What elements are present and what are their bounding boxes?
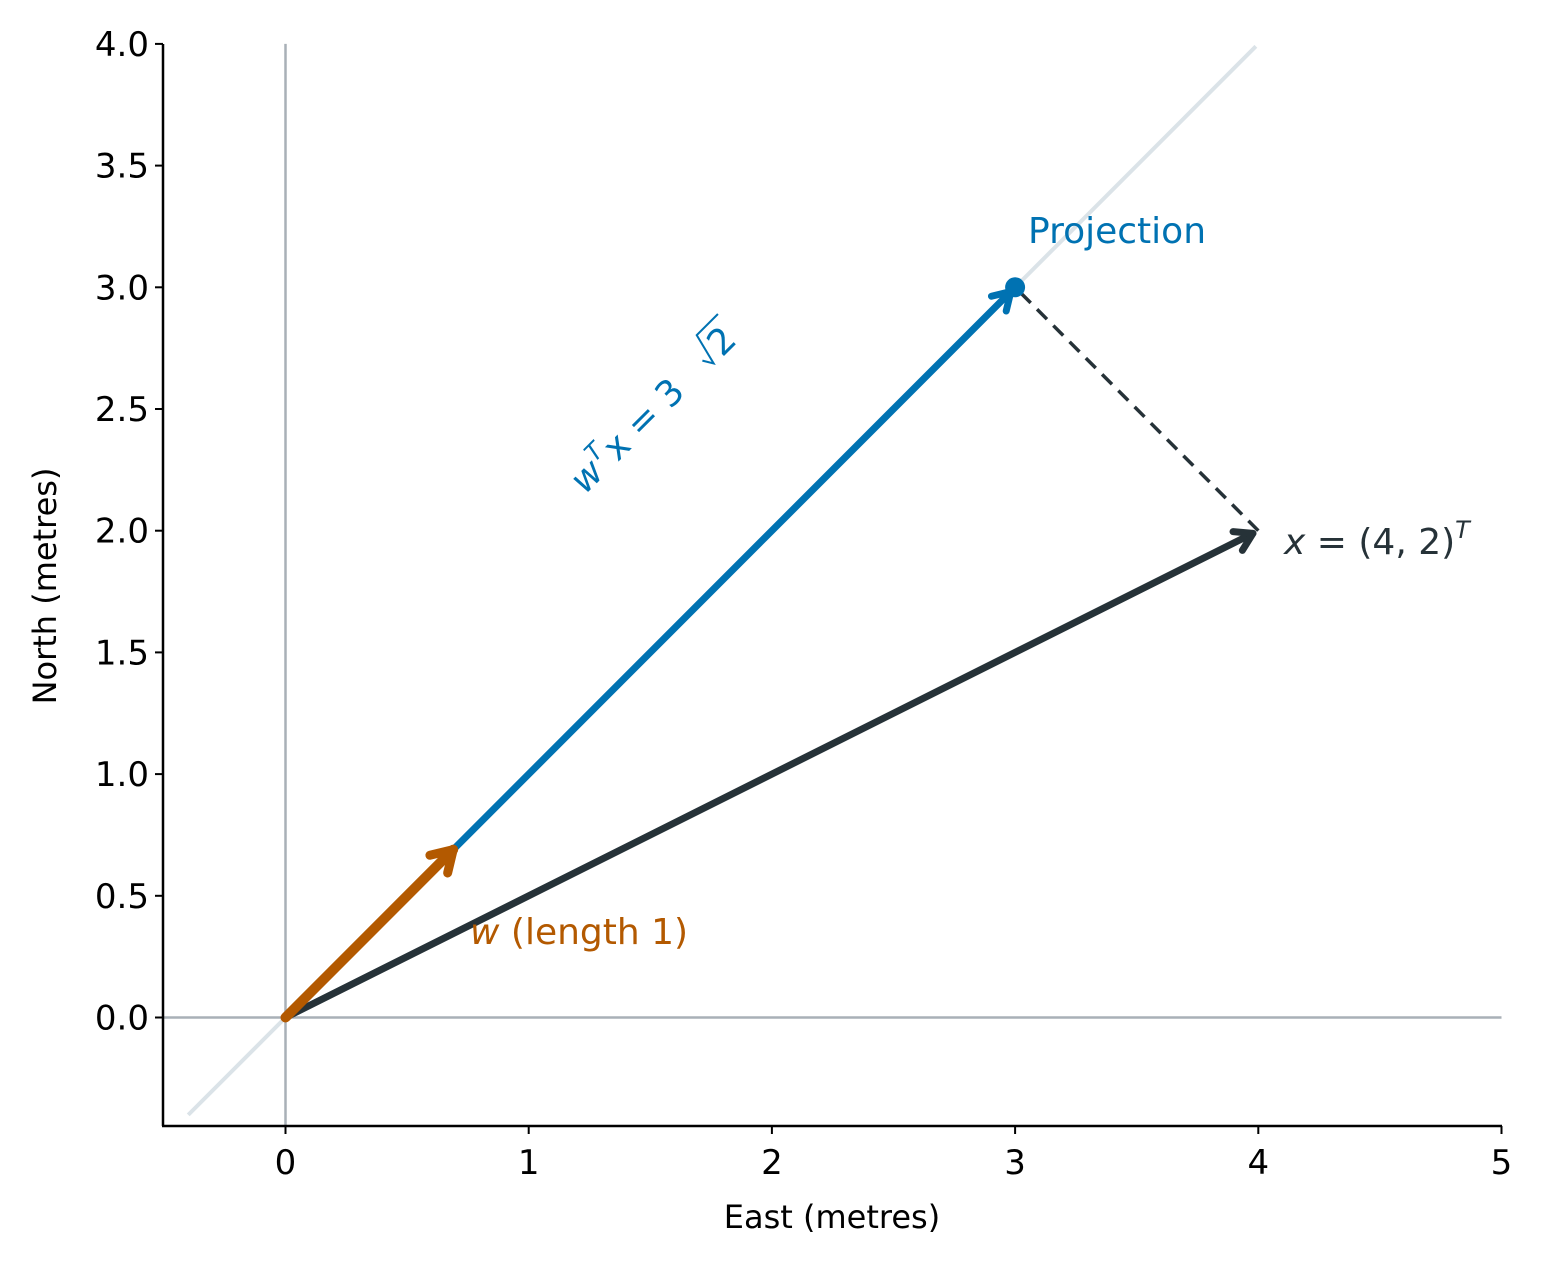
y-tick-label: 0.5 — [95, 877, 149, 917]
x-label: x = (4, 2)T — [1283, 516, 1472, 563]
vector-w — [280, 844, 459, 1023]
w-label: w (length 1) — [470, 912, 688, 953]
x-tick-label: 4 — [1247, 1143, 1269, 1183]
vector-w-arrowhead — [425, 845, 458, 878]
y-axis-ticks: 0.0 0.5 1.0 1.5 2.0 2.5 3.0 3.5 4.0 — [95, 25, 163, 1039]
y-axis-label: North (metres) — [26, 468, 64, 705]
x-label-lhs: x — [1283, 522, 1306, 563]
dot-product-label: wTx = 3 2 — [558, 313, 745, 502]
w-label-symbol: w — [470, 912, 500, 953]
vector-w-shaft — [280, 844, 459, 1023]
vector-x-arrowhead — [1229, 528, 1257, 554]
x-tick-label: 3 — [1004, 1143, 1026, 1183]
w-label-text: (length 1) — [499, 912, 688, 953]
y-tick-label: 1.0 — [95, 755, 149, 795]
x-axis-label: East (metres) — [724, 1198, 940, 1236]
x-tick-label: 1 — [518, 1143, 540, 1183]
svg-text:wTx = 3: wTx = 3 — [558, 367, 693, 502]
y-tick-label: 3.5 — [95, 147, 149, 187]
x-axis-ticks: 0 1 2 3 4 5 — [275, 1126, 1513, 1183]
x-tick-label: 2 — [761, 1143, 783, 1183]
y-tick-label: 2.5 — [95, 390, 149, 430]
projection-dashed-segment — [1013, 286, 1260, 532]
y-tick-label: 2.0 — [95, 512, 149, 552]
vector-x-shaft — [282, 529, 1257, 1021]
projection-label: Projection — [1028, 211, 1206, 252]
sqrt-sign — [695, 313, 719, 366]
y-tick-label: 4.0 — [95, 25, 149, 65]
y-tick-label: 1.5 — [95, 633, 149, 673]
projection-point — [1005, 277, 1026, 298]
x-label-sup: T — [1455, 516, 1472, 544]
x-label-rhs: = (4, 2) — [1305, 522, 1455, 563]
x-tick-label: 5 — [1491, 1143, 1513, 1183]
y-tick-label: 0.0 — [95, 999, 149, 1039]
vector-x — [282, 528, 1257, 1021]
y-tick-label: 3.0 — [95, 268, 149, 308]
x-tick-label: 0 — [275, 1143, 297, 1183]
